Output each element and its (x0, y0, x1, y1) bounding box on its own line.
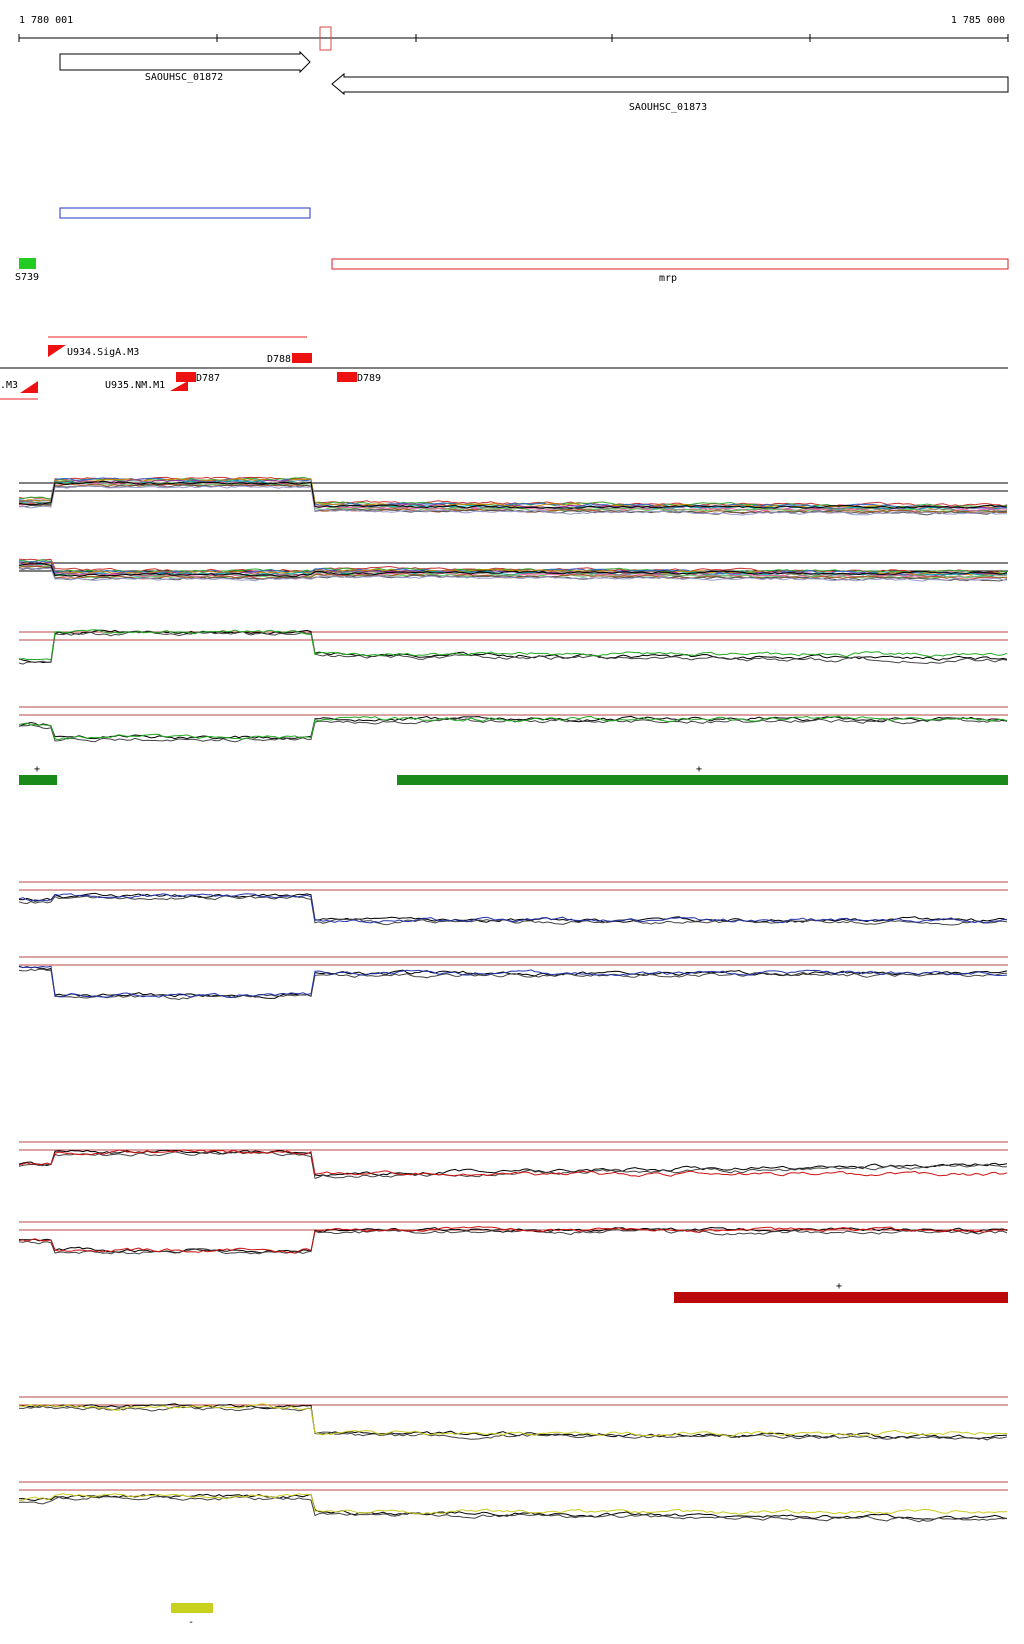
gene-arrow[interactable] (59, 50, 311, 74)
trace (18, 1149, 1008, 1178)
trace (18, 629, 1008, 661)
trace (18, 715, 1008, 741)
scale-end: 1 785 000 (951, 15, 1005, 26)
promoter[interactable] (20, 368, 38, 393)
trace (18, 893, 1008, 924)
terminator-label: D789 (357, 373, 381, 384)
promoter[interactable] (48, 345, 66, 368)
trace (18, 567, 1007, 582)
feature-label: mrp (659, 273, 677, 284)
strand-label: + (34, 764, 40, 775)
view-marker (319, 26, 332, 51)
feature-red[interactable] (331, 258, 1009, 270)
expression-tracks (18, 476, 1008, 1523)
feature-green[interactable] (19, 258, 36, 269)
gene-label: SAOUHSC_01873 (629, 102, 707, 113)
trace (18, 968, 1008, 1001)
trace (18, 563, 1008, 578)
strand-label: - (188, 1617, 194, 1628)
trace (18, 892, 1008, 923)
trace (18, 717, 1008, 743)
promoter-label: U935.NM.M1 (105, 380, 165, 391)
strand-label: + (696, 764, 702, 775)
trace (18, 1149, 1008, 1177)
trace (18, 1405, 1008, 1441)
feature-label: S739 (15, 272, 39, 283)
promoter-label: .M3 (0, 380, 18, 391)
trace (18, 1403, 1008, 1437)
scale-start: 1 780 001 (19, 15, 73, 26)
terminator[interactable] (176, 372, 196, 382)
trace (18, 1227, 1008, 1255)
trace (18, 478, 1008, 510)
trace (18, 1493, 1008, 1515)
trace (18, 631, 1008, 665)
segment-bar[interactable] (674, 1292, 1008, 1303)
terminator-label: D787 (196, 373, 220, 384)
scale-axis (18, 34, 1009, 42)
segment-bar[interactable] (19, 775, 57, 785)
trace (18, 1225, 1008, 1254)
gene-label: SAOUHSC_01872 (145, 72, 223, 83)
trace (18, 480, 1008, 509)
promoter[interactable] (170, 368, 188, 391)
trace (18, 562, 1008, 576)
trace (19, 485, 1008, 516)
cds-box (59, 207, 311, 219)
trace (18, 479, 1008, 510)
segment-bar[interactable] (171, 1603, 213, 1613)
gene-arrow[interactable] (331, 72, 1009, 96)
promoter-label: U934.SigA.M3 (67, 347, 139, 358)
terminator[interactable] (337, 372, 357, 382)
trace (18, 1151, 1008, 1180)
trace (18, 895, 1008, 926)
terminator[interactable] (292, 353, 312, 363)
trace (18, 965, 1008, 999)
strand-label: + (836, 1281, 842, 1292)
terminator-label: D788 (267, 354, 291, 365)
segment-bar[interactable] (397, 775, 1008, 785)
trace (18, 1495, 1008, 1523)
trace (18, 715, 1008, 740)
